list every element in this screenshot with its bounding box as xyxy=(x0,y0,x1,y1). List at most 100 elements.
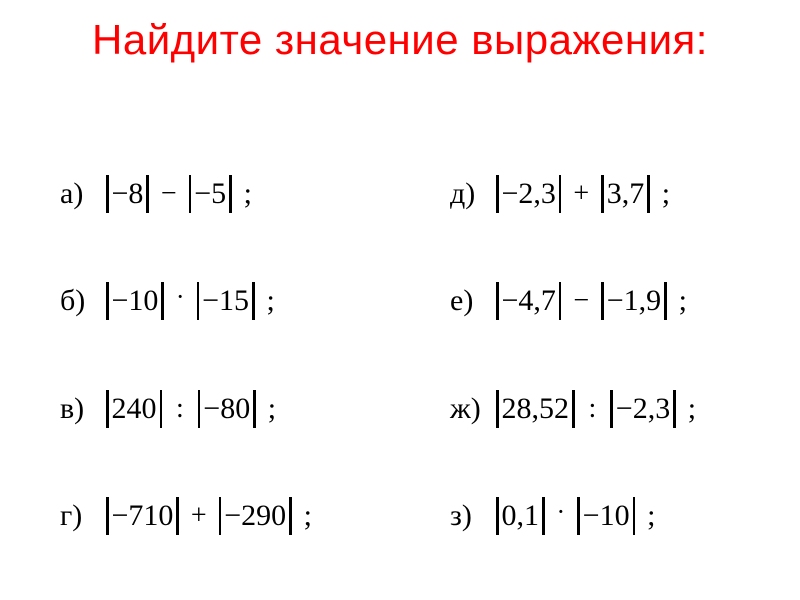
problem-expression: −710 + −290 ; xyxy=(104,497,312,535)
abs-bar-icon xyxy=(559,282,562,320)
page-title: Найдите значение выражения: xyxy=(0,16,800,64)
abs-bar-icon xyxy=(577,497,580,535)
abs-group: −4,7 xyxy=(494,282,563,320)
abs-value: −10 xyxy=(582,499,631,533)
problem-expression: 240 : −80 ; xyxy=(104,390,276,428)
problem-expression: −8 − −5 ; xyxy=(104,175,252,213)
abs-value: −5 xyxy=(193,177,227,211)
terminator: ; xyxy=(684,392,696,426)
problem-expression: −10 · −15 ; xyxy=(104,282,275,320)
abs-group: −10 xyxy=(104,282,166,320)
abs-bar-icon xyxy=(673,390,676,428)
problem-label: в) xyxy=(60,392,98,426)
problem-expression: −2,3 + 3,7 ; xyxy=(494,175,670,213)
problem-expression: 0,1 · −10 ; xyxy=(494,497,655,535)
abs-bar-icon xyxy=(146,175,149,213)
terminator: ; xyxy=(643,499,655,533)
abs-value: −80 xyxy=(202,392,251,426)
abs-bar-icon xyxy=(664,282,667,320)
terminator: ; xyxy=(300,499,312,533)
abs-value: −710 xyxy=(111,499,175,533)
terminator: ; xyxy=(240,177,252,211)
abs-value: 3,7 xyxy=(606,177,646,211)
operator: · xyxy=(553,497,570,527)
abs-bar-icon xyxy=(572,390,575,428)
abs-bar-icon xyxy=(176,497,179,535)
problem-expression: 28,52 : −2,3 ; xyxy=(494,390,696,428)
abs-value: −2,3 xyxy=(501,177,557,211)
problems-grid: а) −8 − −5 ; д) xyxy=(60,140,760,570)
problem-label: е) xyxy=(450,284,488,318)
problem-zh: ж) 28,52 : −2,3 ; xyxy=(420,355,780,463)
abs-value: −1,9 xyxy=(606,284,662,318)
problem-b: б) −10 · −15 ; xyxy=(60,248,420,356)
operator: · xyxy=(172,282,189,312)
abs-bar-icon xyxy=(496,282,499,320)
abs-bar-icon xyxy=(189,175,192,213)
operator: − xyxy=(157,178,181,210)
problem-label: д) xyxy=(450,177,488,211)
terminator: ; xyxy=(675,284,687,318)
problem-a: а) −8 − −5 ; xyxy=(60,140,420,248)
abs-bar-icon xyxy=(106,497,109,535)
abs-group: 28,52 xyxy=(494,390,577,428)
abs-value: −290 xyxy=(223,499,287,533)
terminator: ; xyxy=(263,284,275,318)
abs-bar-icon xyxy=(198,390,201,428)
abs-bar-icon xyxy=(253,390,256,428)
abs-bar-icon xyxy=(496,390,499,428)
abs-group: −710 xyxy=(104,497,181,535)
problem-label: г) xyxy=(60,499,98,533)
abs-group: −15 xyxy=(195,282,257,320)
abs-bar-icon xyxy=(496,175,499,213)
abs-bar-icon xyxy=(289,497,292,535)
terminator: ; xyxy=(264,392,276,426)
abs-bar-icon xyxy=(496,497,499,535)
operator: − xyxy=(569,285,593,317)
problem-z: з) 0,1 · −10 ; xyxy=(420,463,780,571)
operator: + xyxy=(187,500,211,532)
abs-bar-icon xyxy=(160,390,163,428)
problem-e: е) −4,7 − −1,9 ; xyxy=(420,248,780,356)
abs-value: −15 xyxy=(201,284,250,318)
abs-bar-icon xyxy=(542,497,545,535)
abs-bar-icon xyxy=(219,497,222,535)
abs-value: 240 xyxy=(111,392,158,426)
abs-group: −1,9 xyxy=(599,282,668,320)
abs-group: −10 xyxy=(575,497,637,535)
abs-bar-icon xyxy=(106,282,109,320)
abs-group: −5 xyxy=(187,175,234,213)
abs-group: −290 xyxy=(217,497,294,535)
problem-label: б) xyxy=(60,284,98,318)
problem-label: ж) xyxy=(450,392,488,426)
abs-group: 0,1 xyxy=(494,497,547,535)
operator: : xyxy=(583,393,603,425)
abs-group: 240 xyxy=(104,390,164,428)
slide: Найдите значение выражения: а) −8 − −5 ; xyxy=(0,0,800,600)
abs-bar-icon xyxy=(197,282,200,320)
abs-value: −10 xyxy=(111,284,160,318)
abs-bar-icon xyxy=(601,282,604,320)
operator: + xyxy=(569,178,593,210)
problem-label: а) xyxy=(60,177,98,211)
problem-g: г) −710 + −290 ; xyxy=(60,463,420,571)
abs-bar-icon xyxy=(610,390,613,428)
abs-bar-icon xyxy=(161,282,164,320)
abs-bar-icon xyxy=(106,390,109,428)
abs-group: −8 xyxy=(104,175,151,213)
abs-value: −4,7 xyxy=(501,284,557,318)
abs-bar-icon xyxy=(601,175,604,213)
abs-bar-icon xyxy=(229,175,232,213)
problem-label: з) xyxy=(450,499,488,533)
abs-group: −2,3 xyxy=(494,175,563,213)
terminator: ; xyxy=(658,177,670,211)
abs-value: −2,3 xyxy=(615,392,671,426)
abs-group: −80 xyxy=(196,390,258,428)
abs-bar-icon xyxy=(106,175,109,213)
abs-bar-icon xyxy=(559,175,562,213)
abs-value: 28,52 xyxy=(501,392,571,426)
abs-group: −2,3 xyxy=(608,390,677,428)
abs-bar-icon xyxy=(647,175,650,213)
operator: : xyxy=(170,393,190,425)
abs-bar-icon xyxy=(252,282,255,320)
